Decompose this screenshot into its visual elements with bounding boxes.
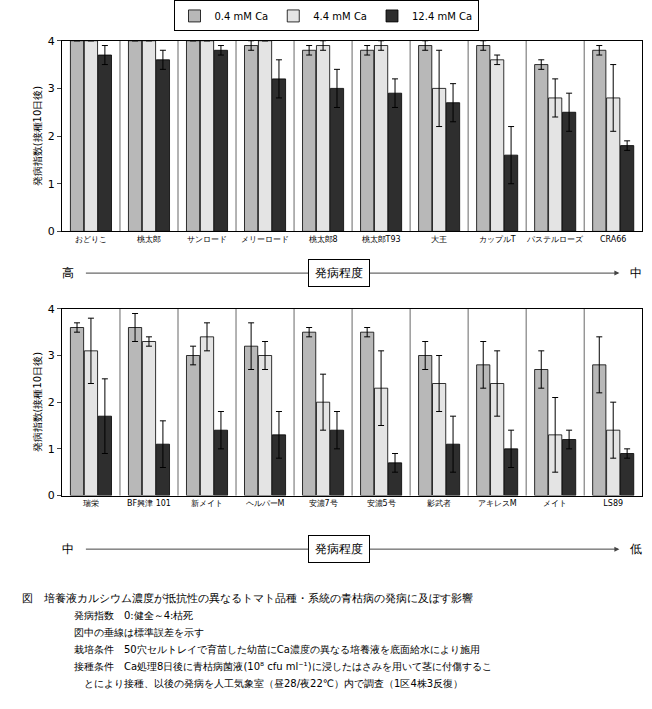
svg-text:中: 中 [630, 266, 642, 280]
svg-text:1: 1 [48, 178, 55, 191]
svg-text:1: 1 [48, 443, 55, 456]
svg-text:大王: 大王 [431, 235, 447, 244]
svg-text:3: 3 [48, 82, 55, 95]
svg-text:とにより接種、以後の発病を人工気象室（昼28/夜22℃）内で: とにより接種、以後の発病を人工気象室（昼28/夜22℃）内で調査（1区4株3反復… [84, 678, 463, 689]
svg-text:おどりこ: おどりこ [75, 235, 107, 244]
svg-text:0: 0 [48, 489, 55, 502]
svg-text:4.4 mM Ca: 4.4 mM Ca [313, 11, 367, 22]
svg-text:図中の垂線は標準誤差を示す: 図中の垂線は標準誤差を示す [74, 627, 204, 638]
svg-text:高: 高 [62, 266, 74, 280]
svg-text:0: 0 [48, 225, 55, 238]
svg-text:接種条件 Ca処理8日後に青枯病菌液(10⁸ cfu ml⁻: 接種条件 Ca処理8日後に青枯病菌液(10⁸ cfu ml⁻¹)に浸したはさみを… [74, 661, 492, 672]
svg-text:影武者: 影武者 [427, 499, 451, 508]
svg-text:桃太郎T93: 桃太郎T93 [362, 235, 401, 244]
svg-text:LS89: LS89 [603, 499, 623, 508]
svg-text:低: 低 [630, 542, 642, 556]
svg-text:発病指数(接種10日後): 発病指数(接種10日後) [32, 352, 43, 453]
svg-text:ヘルパーM: ヘルパーM [246, 499, 285, 508]
svg-text:4: 4 [48, 35, 55, 48]
svg-text:パステルローズ: パステルローズ [526, 235, 584, 244]
svg-text:発病指数 0:健全～4:枯死: 発病指数 0:健全～4:枯死 [74, 610, 193, 621]
svg-text:栽培条件 50穴セルトレイで育苗した幼苗にCa濃度の異なる培: 栽培条件 50穴セルトレイで育苗した幼苗にCa濃度の異なる培養液を底面給水により… [74, 644, 480, 655]
svg-text:サンロード: サンロード [187, 235, 227, 244]
svg-text:0.4 mM Ca: 0.4 mM Ca [215, 11, 269, 22]
svg-text:メイト: メイト [543, 499, 567, 508]
svg-text:瑞栄: 瑞栄 [83, 499, 99, 508]
svg-text:発病指数(接種10日後): 発病指数(接種10日後) [32, 86, 43, 187]
svg-text:CRA66: CRA66 [600, 235, 626, 244]
svg-text:2: 2 [48, 130, 55, 143]
svg-text:図 培養液カルシウム濃度が抵抗性の異なるトマト品種・系統の青: 図 培養液カルシウム濃度が抵抗性の異なるトマト品種・系統の青枯病の発病に及ぼす影… [22, 592, 473, 605]
svg-text:発病程度: 発病程度 [315, 542, 363, 556]
svg-text:安濃7号: 安濃7号 [309, 499, 338, 508]
svg-text:アキレスM: アキレスM [478, 499, 517, 508]
svg-text:桃太郎: 桃太郎 [137, 235, 161, 244]
svg-text:カップルT: カップルT [479, 235, 516, 244]
svg-text:メリーロード: メリーロード [241, 235, 289, 244]
svg-text:2: 2 [48, 396, 55, 409]
svg-text:12.4 mM Ca: 12.4 mM Ca [412, 11, 472, 22]
svg-text:3: 3 [48, 349, 55, 362]
svg-text:安濃5号: 安濃5号 [367, 499, 396, 508]
svg-text:新メイト: 新メイト [191, 499, 223, 508]
svg-text:4: 4 [48, 303, 55, 316]
svg-text:BF興津 101: BF興津 101 [127, 499, 171, 508]
svg-text:桃太郎8: 桃太郎8 [309, 235, 338, 244]
svg-text:発病程度: 発病程度 [315, 266, 363, 280]
svg-text:中: 中 [62, 542, 74, 556]
